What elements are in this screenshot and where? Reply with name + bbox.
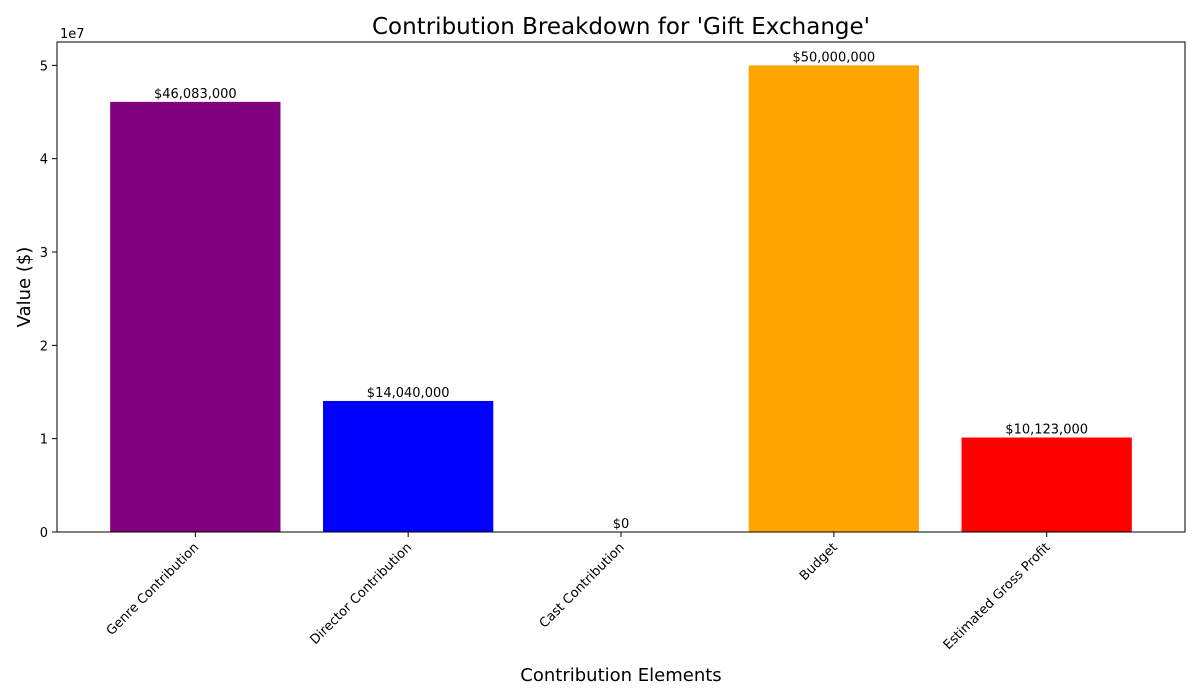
x-axis-title: Contribution Elements xyxy=(520,665,721,686)
x-tick-label-0: Genre Contribution xyxy=(104,540,202,638)
bar-value-label-4: $10,123,000 xyxy=(1005,423,1088,438)
bar-value-label-2: $0 xyxy=(613,517,630,532)
bar-0 xyxy=(110,101,281,532)
chart-title: Contribution Breakdown for 'Gift Exchang… xyxy=(372,14,870,40)
data-labels-group: $46,083,000 $14,040,000 $0 $50,000,000 $10,1… xyxy=(154,50,1088,532)
y-axis-ticks: 0 1 2 3 4 5 xyxy=(40,59,57,541)
y-tick-label-0: 0 xyxy=(40,526,48,541)
x-tick-label-2: Cast Contribution xyxy=(537,540,628,631)
x-tick-label-4: Estimated Gross Profit xyxy=(941,540,1054,653)
bar-value-label-0: $46,083,000 xyxy=(154,87,237,102)
x-axis-ticks: Genre Contribution Director Contribution C… xyxy=(104,532,1054,653)
plot-frame xyxy=(56,41,1186,533)
y-tick-label-2: 2 xyxy=(40,339,48,354)
y-tick-label-4: 4 xyxy=(40,153,48,168)
bar-value-label-3: $50,000,000 xyxy=(792,50,875,65)
y-tick-label-3: 3 xyxy=(40,246,48,261)
bar-value-label-1: $14,040,000 xyxy=(367,386,450,401)
x-tick-label-1: Director Contribution xyxy=(307,540,415,648)
bars-group xyxy=(110,65,1132,532)
y-axis-title: Value ($) xyxy=(14,247,35,328)
bar-3 xyxy=(748,65,919,532)
x-tick-label-3: Budget xyxy=(797,540,841,584)
y-offset-label: 1e7 xyxy=(60,27,85,42)
bar-1 xyxy=(323,400,494,532)
bar-4 xyxy=(961,437,1132,532)
y-tick-label-1: 1 xyxy=(40,433,48,448)
y-tick-label-5: 5 xyxy=(40,59,48,74)
